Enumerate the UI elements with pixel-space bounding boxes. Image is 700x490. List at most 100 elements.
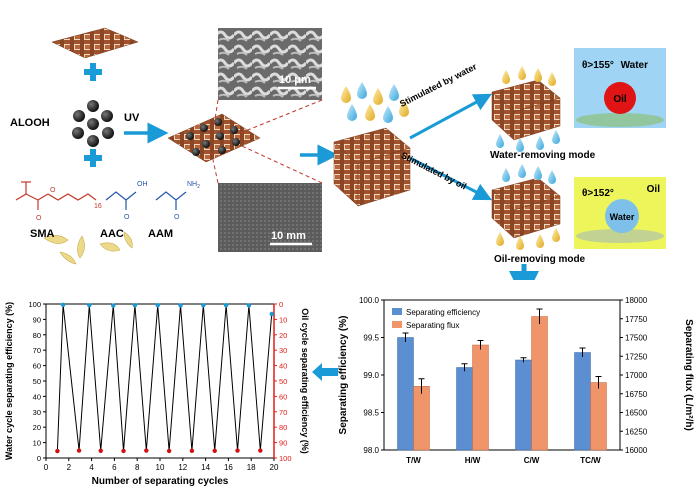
oil-cycle-point <box>55 448 60 454</box>
legend-efficiency-label: Separating efficiency <box>406 308 480 317</box>
nh2-label: NH2 <box>187 181 200 190</box>
efficiency-bar <box>515 359 532 451</box>
x-tick-label: 16 <box>224 463 233 472</box>
efficiency-bar <box>397 337 414 451</box>
x-tick-label: 20 <box>270 463 279 472</box>
fabric-sheet-icon <box>51 27 139 59</box>
cycle-chart-xlabel: Number of separating cycles <box>92 476 229 487</box>
aac-label: AAC <box>100 228 124 240</box>
y-tick-label: 70 <box>33 346 41 355</box>
y-tick-label: 50 <box>33 377 41 386</box>
y2-tick-label: 90 <box>279 439 287 448</box>
water-cycle-point <box>246 303 252 308</box>
water-cycle-point <box>178 303 183 308</box>
oil-droplet-label: Oil <box>613 94 627 105</box>
y2-tick-label: 60 <box>279 392 287 401</box>
oh-label: OH <box>137 181 148 188</box>
wax-flakes-icon <box>43 231 133 265</box>
aam-structure-icon <box>155 191 187 210</box>
water-removing-mode-label: Water-removing mode <box>490 150 596 161</box>
o-atom-label: O <box>36 215 42 222</box>
cycle-chart-axes: 0 2 4 6 8 10 12 14 16 18 20 0 10 20 30 40 50 60 70 80 90 100 0… <box>28 300 291 472</box>
legend-flux-label: Separating flux <box>406 321 459 330</box>
cycle-efficiency-chart: 0 2 4 6 8 10 12 14 16 18 20 0 10 20 30 40 50 60 70 80 90 100 0… <box>4 300 310 487</box>
scheme-diagram: O O 16 OH O NH2 O 10 μm 10 mm <box>15 27 666 280</box>
aac-structure-icon <box>105 191 137 210</box>
oil-cycle-point <box>189 448 195 453</box>
water-cycle-point <box>87 303 92 308</box>
water-mode-basket-icon <box>491 66 561 152</box>
y2-tick-label: 16750 <box>625 390 648 399</box>
sma-label: SMA <box>30 228 55 240</box>
y2-tick-label: 17000 <box>625 371 648 380</box>
y-tick-label: 30 <box>33 408 41 417</box>
y2-tick-label: 20 <box>279 331 287 340</box>
o-atom-label: O <box>50 187 56 194</box>
y2-tick-label: 17250 <box>625 352 648 361</box>
y2-tick-label: 16250 <box>625 427 648 436</box>
oil-branch-arrow <box>409 156 493 201</box>
y2-tick-label: 16500 <box>625 409 648 418</box>
bar-chart-marks <box>397 308 607 451</box>
aam-label: AAM <box>148 228 174 240</box>
cycle-zigzag-line <box>56 304 273 452</box>
y-tick-label: 99.5 <box>363 334 379 343</box>
y-tick-label: 90 <box>33 315 41 324</box>
y2-tick-label: 16000 <box>625 446 648 455</box>
x-tick-label: 14 <box>201 463 210 472</box>
efficiency-bar <box>574 352 591 451</box>
category-label: H/W <box>465 456 481 465</box>
cycle-chart-y2label: Oil cycle separating efficiency (%) <box>300 308 310 454</box>
mixed-droplets-icon <box>341 82 409 123</box>
alooh-label: ALOOH <box>10 117 50 129</box>
cycle-chart-marks <box>55 302 274 454</box>
coated-fabric-icon <box>167 113 261 163</box>
water-cycle-point <box>155 303 160 308</box>
y-tick-label: 98.0 <box>363 446 379 455</box>
water-cycle-point <box>60 302 66 307</box>
y-tick-label: 99.0 <box>363 371 379 380</box>
y-tick-label: 100 <box>28 300 41 309</box>
y2-tick-label: 0 <box>279 300 283 309</box>
category-label: TC/W <box>580 456 601 465</box>
flux-bar <box>413 386 430 451</box>
x-tick-label: 18 <box>247 463 256 472</box>
y-tick-label: 20 <box>33 423 41 432</box>
y-tick-label: 98.5 <box>363 409 379 418</box>
chart-link-arrow-icon <box>312 363 338 381</box>
oil-removing-mode-label: Oil-removing mode <box>494 254 586 265</box>
oil-cycle-point <box>258 448 263 453</box>
y2-tick-label: 30 <box>279 346 287 355</box>
bar-chart-ylabel: Separating efficiency (%) <box>338 316 349 435</box>
oil-cycle-point <box>98 448 103 453</box>
y2-tick-label: 10 <box>279 315 287 324</box>
oil-cycle-point <box>121 448 126 454</box>
y2-tick-label: 100 <box>279 454 292 463</box>
category-label: C/W <box>524 456 540 465</box>
y-tick-label: 80 <box>33 331 41 340</box>
flux-bar <box>590 382 607 451</box>
x-tick-label: 10 <box>156 463 165 472</box>
legend-flux-swatch <box>392 321 402 328</box>
separation-bar-chart: 98.0 98.5 99.0 99.5 100.0 16000 16250 16500 1675… <box>338 296 694 465</box>
oil-cycle-point <box>166 448 172 454</box>
o-atom-label: O <box>124 214 130 221</box>
zoom-connector <box>209 99 323 184</box>
oil-cycle-point <box>144 448 149 453</box>
water-cycle-point <box>269 311 274 317</box>
coated-particles-icon <box>186 118 240 156</box>
x-tick-label: 4 <box>89 463 94 472</box>
plus-icon <box>84 149 102 167</box>
efficiency-bar <box>456 367 473 451</box>
oil-contact-angle: θ>152° <box>582 188 614 199</box>
y2-tick-label: 17500 <box>625 334 648 343</box>
bar-chart-legend: Separating efficiency Separating flux <box>392 308 480 330</box>
y2-tick-label: 17750 <box>625 315 648 324</box>
oil-panel-label: Oil <box>647 184 661 195</box>
y2-tick-label: 50 <box>279 377 287 386</box>
water-contact-angle: θ>155° <box>582 60 614 71</box>
o-atom-label: O <box>174 214 180 221</box>
bar-chart-y2label: Separating flux (L/m²/h) <box>683 319 694 431</box>
x-tick-label: 8 <box>135 463 140 472</box>
x-tick-label: 2 <box>67 463 72 472</box>
